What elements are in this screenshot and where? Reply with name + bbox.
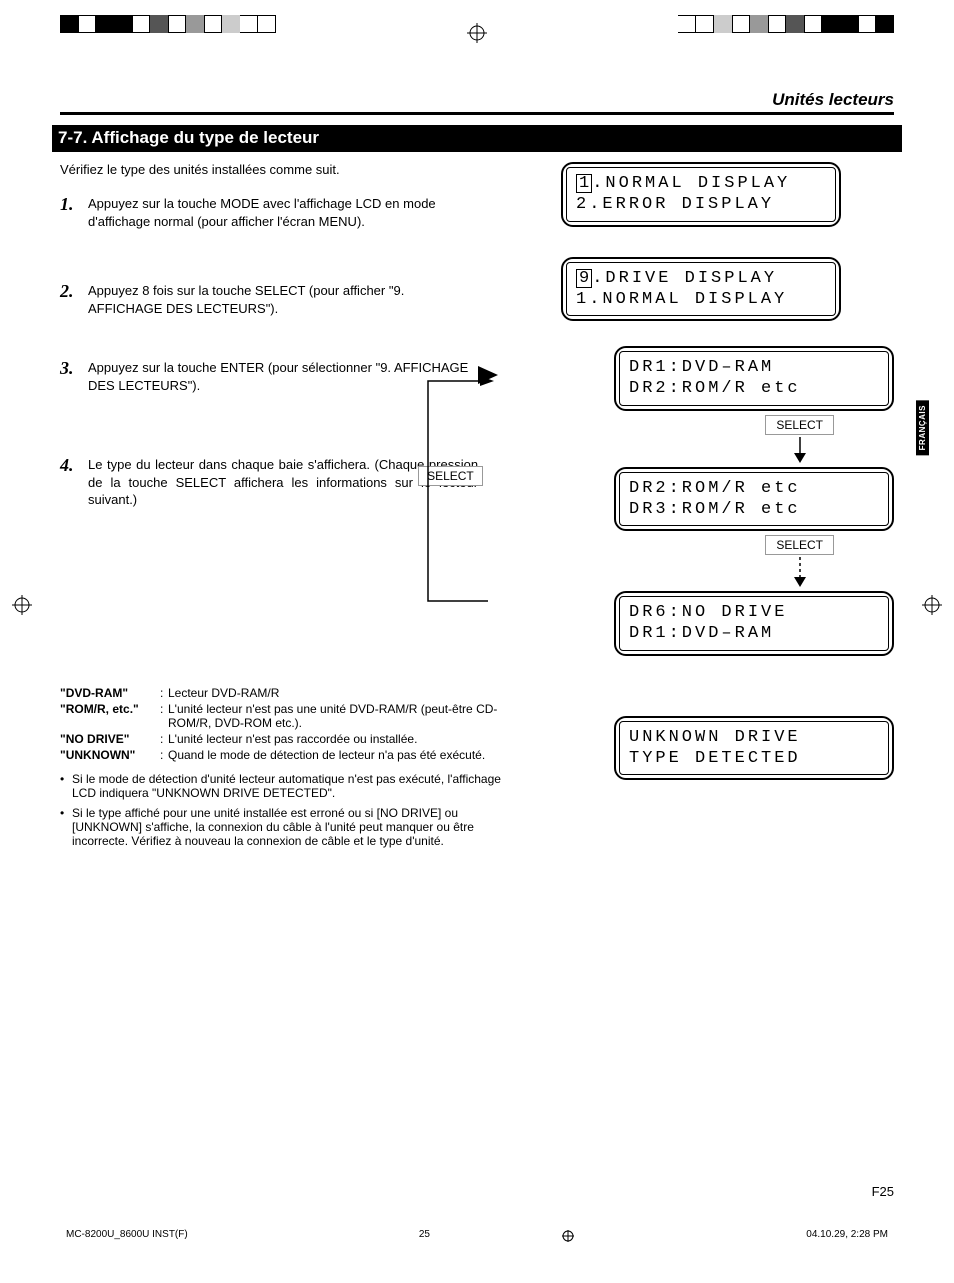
footer-page: 25 — [419, 1229, 430, 1243]
definitions-list: "DVD-RAM":Lecteur DVD-RAM/R "ROM/R, etc.… — [60, 686, 510, 762]
step-4: 4 Le type du lecteur dans chaque baie s'… — [60, 456, 478, 509]
step-1: 1 Appuyez sur la touche MODE avec l'affi… — [60, 195, 478, 230]
arrow-down-dashed-icon — [792, 557, 808, 587]
select-label: SELECT — [765, 535, 834, 555]
lcd-unknown: UNKNOWN DRIVE TYPE DETECTED — [614, 716, 894, 781]
page-header: Unités lecteurs — [60, 90, 894, 115]
loop-bracket — [418, 346, 498, 636]
select-label: SELECT — [765, 415, 834, 435]
lcd-menu-normal: 1.NORMAL DISPLAY 2.ERROR DISPLAY — [561, 162, 841, 227]
notes-list: •Si le mode de détection d'unité lecteur… — [60, 772, 510, 848]
lcd-dr2-dr3: DR2:ROM/R etc DR3:ROM/R etc — [614, 467, 894, 532]
step-number: 3 — [60, 359, 88, 394]
page-number: F25 — [60, 1184, 894, 1199]
lcd-dr6-dr1: DR6:NO DRIVE DR1:DVD–RAM — [614, 591, 894, 656]
step-3: 3 Appuyez sur la touche ENTER (pour séle… — [60, 359, 478, 394]
step-number: 2 — [60, 282, 88, 317]
step-text: Appuyez 8 fois sur la touche SELECT (pou… — [88, 282, 478, 317]
step-number: 4 — [60, 456, 88, 509]
section-title-bar: 7-7. Affichage du type de lecteur — [52, 125, 902, 152]
lcd-dr1-dr2: DR1:DVD–RAM DR2:ROM/R etc — [614, 346, 894, 411]
step-number: 1 — [60, 195, 88, 230]
arrow-down-icon — [792, 437, 808, 463]
lcd-menu-drive: 9.DRIVE DISPLAY 1.NORMAL DISPLAY — [561, 257, 841, 322]
footer-docid: MC-8200U_8600U INST(F) — [66, 1229, 188, 1243]
intro-text: Vérifiez le type des unités installées c… — [60, 162, 478, 177]
footer: MC-8200U_8600U INST(F) 25 04.10.29, 2:28… — [60, 1229, 894, 1243]
step-text: Appuyez sur la touche MODE avec l'affich… — [88, 195, 478, 230]
footer-timestamp: 04.10.29, 2:28 PM — [806, 1229, 888, 1243]
step-2: 2 Appuyez 8 fois sur la touche SELECT (p… — [60, 282, 478, 317]
